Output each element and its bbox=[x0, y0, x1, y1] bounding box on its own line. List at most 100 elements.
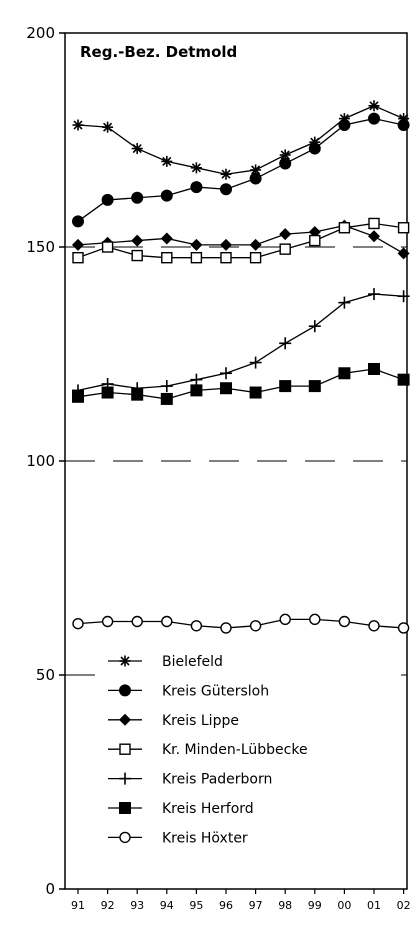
data-point bbox=[190, 162, 202, 174]
data-point bbox=[102, 121, 114, 133]
x-tick-label: 99 bbox=[308, 899, 322, 912]
data-point bbox=[368, 217, 380, 230]
data-point bbox=[220, 238, 232, 251]
y-tick-label: 100 bbox=[26, 452, 55, 470]
data-point bbox=[119, 713, 131, 726]
data-point bbox=[397, 119, 410, 132]
data-point bbox=[279, 243, 291, 255]
data-point bbox=[279, 149, 291, 161]
data-point bbox=[72, 390, 84, 403]
data-point bbox=[131, 143, 143, 155]
legend-item: Kreis Herford bbox=[108, 801, 254, 817]
data-point bbox=[308, 142, 321, 155]
legend-label: Kreis Gütersloh bbox=[162, 683, 269, 699]
series-1 bbox=[72, 112, 410, 228]
data-point bbox=[131, 234, 144, 247]
series-line bbox=[77, 368, 404, 400]
data-point bbox=[249, 386, 262, 399]
x-tick-label: 01 bbox=[367, 899, 381, 912]
x-tick-label: 93 bbox=[130, 899, 144, 912]
data-point bbox=[72, 251, 84, 264]
y-tick-label: 150 bbox=[26, 238, 55, 256]
data-point bbox=[249, 356, 262, 369]
legend: Bielefeld Kreis Gütersloh Kreis Lippe Kr. M… bbox=[100, 648, 400, 870]
data-point bbox=[131, 249, 143, 262]
data-point bbox=[161, 251, 173, 264]
data-point bbox=[220, 382, 232, 395]
data-point bbox=[220, 251, 232, 264]
x-tick-label: 98 bbox=[278, 899, 292, 912]
data-point bbox=[72, 617, 84, 630]
data-point bbox=[190, 238, 203, 251]
x-tick-label: 91 bbox=[71, 899, 85, 912]
legend-label: Kreis Herford bbox=[162, 801, 254, 817]
data-point bbox=[308, 380, 321, 393]
data-point bbox=[160, 232, 173, 245]
x-tick-label: 00 bbox=[337, 899, 351, 912]
gridlines bbox=[65, 246, 407, 676]
series-3 bbox=[72, 217, 410, 264]
series-6 bbox=[72, 613, 410, 634]
data-point bbox=[160, 392, 173, 405]
x-tick-label: 96 bbox=[219, 899, 233, 912]
data-point bbox=[101, 241, 114, 253]
legend-item: Kreis Gütersloh bbox=[108, 683, 269, 699]
data-point bbox=[249, 172, 262, 185]
data-point bbox=[279, 228, 292, 241]
data-point bbox=[161, 155, 173, 167]
legend-item: Kreis Lippe bbox=[108, 713, 239, 729]
data-point bbox=[119, 655, 131, 667]
data-point bbox=[190, 373, 203, 386]
data-point bbox=[308, 320, 321, 333]
series-layer bbox=[72, 100, 410, 634]
legend-label: Kreis Lippe bbox=[162, 713, 239, 729]
data-point bbox=[72, 119, 84, 131]
data-point bbox=[161, 615, 173, 628]
x-tick-label: 95 bbox=[189, 899, 203, 912]
data-point bbox=[131, 191, 144, 204]
data-point bbox=[279, 380, 292, 393]
data-point bbox=[338, 367, 351, 380]
y-tick-label: 200 bbox=[26, 24, 55, 42]
legend-background bbox=[100, 648, 400, 870]
series-line bbox=[77, 117, 404, 222]
data-point bbox=[249, 251, 262, 264]
series-0 bbox=[72, 100, 410, 180]
series-line bbox=[77, 224, 404, 254]
data-point bbox=[160, 380, 173, 393]
data-point bbox=[368, 362, 380, 375]
data-point bbox=[220, 183, 232, 196]
chart-title: Reg.-Bez. Detmold bbox=[80, 43, 237, 61]
x-tick-label: 94 bbox=[160, 899, 174, 912]
y-axis: 0 50 100 150 200 bbox=[26, 24, 65, 898]
data-point bbox=[220, 622, 232, 634]
data-point bbox=[368, 288, 380, 301]
data-point bbox=[397, 622, 410, 634]
data-point bbox=[368, 620, 380, 632]
data-point bbox=[72, 215, 84, 228]
series-4 bbox=[72, 288, 410, 397]
data-point bbox=[397, 247, 410, 260]
legend-label: Kreis Paderborn bbox=[162, 772, 272, 788]
legend-label: Bielefeld bbox=[162, 654, 223, 670]
data-point bbox=[279, 613, 291, 626]
data-point bbox=[119, 802, 131, 814]
data-point bbox=[119, 743, 131, 755]
x-tick-label: 92 bbox=[101, 899, 115, 912]
data-point bbox=[338, 222, 351, 234]
series-line bbox=[77, 618, 404, 629]
legend-item: Kreis Paderborn bbox=[108, 772, 272, 788]
x-tick-label: 97 bbox=[249, 899, 263, 912]
series-line bbox=[77, 293, 404, 392]
data-point bbox=[190, 620, 203, 632]
data-point bbox=[309, 613, 321, 626]
legend-label: Kr. Minden-Lübbecke bbox=[162, 742, 308, 758]
y-tick-label: 50 bbox=[36, 666, 55, 684]
series-5 bbox=[72, 362, 410, 405]
data-point bbox=[279, 337, 292, 350]
x-axis: 91 92 93 94 95 96 97 98 99 00 01 02 bbox=[71, 889, 411, 912]
y-tick-label: 0 bbox=[45, 880, 55, 898]
data-point bbox=[101, 615, 114, 628]
data-point bbox=[397, 222, 410, 234]
